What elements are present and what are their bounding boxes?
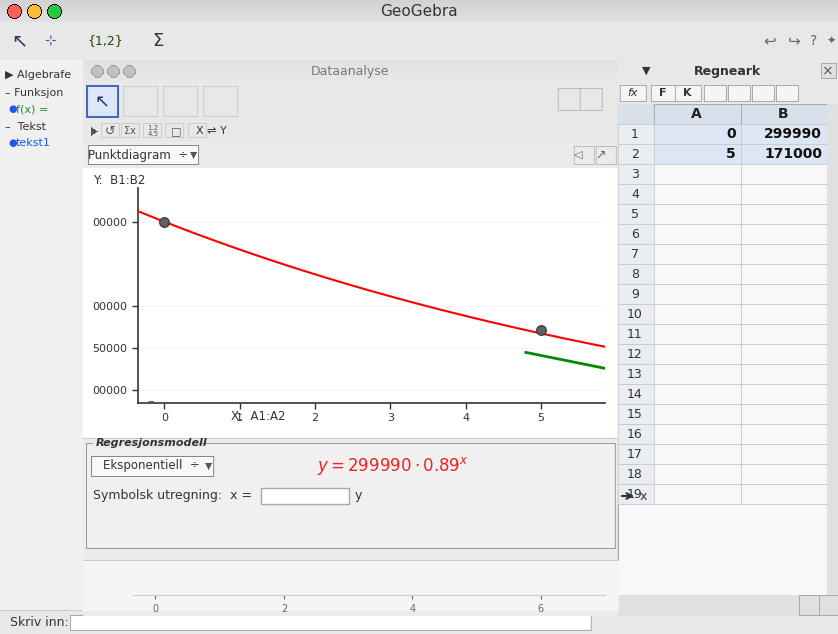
Text: x: x (640, 489, 648, 503)
Text: X:  A1:A2: X: A1:A2 (230, 410, 285, 422)
Text: ▼: ▼ (642, 66, 650, 76)
Text: ◁: ◁ (574, 150, 582, 160)
Text: B: B (778, 107, 789, 121)
Text: tekst1: tekst1 (16, 138, 51, 148)
Text: 12: 12 (627, 347, 643, 361)
Text: Σ: Σ (153, 32, 163, 50)
Text: ↖: ↖ (95, 93, 110, 111)
Text: 1: 1 (631, 127, 639, 141)
Text: ↺: ↺ (105, 124, 116, 138)
Text: 19: 19 (627, 488, 643, 500)
Text: 299990: 299990 (764, 127, 822, 141)
Text: 5: 5 (631, 207, 639, 221)
Text: Σx: Σx (124, 126, 136, 136)
Text: GeoGebra: GeoGebra (380, 4, 458, 20)
Text: ●: ● (8, 104, 17, 114)
Text: ●: ● (8, 138, 17, 148)
Text: Eksponentiell  ÷: Eksponentiell ÷ (102, 460, 199, 472)
Text: 15: 15 (627, 408, 643, 420)
Text: fx: fx (627, 88, 637, 98)
Text: 4: 4 (631, 188, 639, 200)
Text: ×: × (821, 64, 833, 78)
Text: A: A (691, 107, 701, 121)
Text: ↪: ↪ (787, 34, 799, 48)
Text: 3: 3 (631, 167, 639, 181)
Text: 171000: 171000 (764, 147, 822, 161)
Bar (261, 488, 349, 504)
Text: {1,2}: {1,2} (87, 34, 123, 48)
Text: K: K (683, 88, 691, 98)
Text: F: F (660, 88, 667, 98)
Text: 2: 2 (631, 148, 639, 160)
Text: 13: 13 (627, 368, 643, 380)
Text: 1.2
4.5: 1.2 4.5 (147, 124, 158, 138)
Text: ⊹: ⊹ (44, 34, 56, 48)
Text: □: □ (171, 126, 181, 136)
Text: 0: 0 (727, 127, 736, 141)
Text: 10: 10 (627, 307, 643, 321)
Text: 11: 11 (627, 328, 643, 340)
Text: 6: 6 (631, 228, 639, 240)
Text: ▶ Algebrafe: ▶ Algebrafe (5, 70, 71, 80)
Text: –  Tekst: – Tekst (5, 122, 46, 132)
Text: Regneark: Regneark (693, 65, 761, 77)
Text: – Funksjon: – Funksjon (5, 88, 64, 98)
Text: ✦: ✦ (826, 36, 835, 46)
Text: $y = 299990 \cdot 0.89^x$: $y = 299990 \cdot 0.89^x$ (318, 455, 468, 477)
Text: –: – (147, 395, 154, 408)
Text: y: y (355, 489, 362, 503)
Text: ↗: ↗ (595, 148, 605, 162)
Text: 5: 5 (727, 147, 736, 161)
Text: f(x) =: f(x) = (16, 104, 49, 114)
Text: ↖: ↖ (11, 32, 27, 51)
Text: 14: 14 (627, 387, 643, 401)
Text: Skriv inn:: Skriv inn: (10, 616, 69, 628)
Text: ↩: ↩ (763, 34, 776, 48)
Text: Symbolsk utregning:  x =: Symbolsk utregning: x = (93, 489, 252, 503)
Text: 9: 9 (631, 287, 639, 301)
Text: Regresjonsmodell: Regresjonsmodell (96, 438, 208, 448)
Text: Punktdiagram  ÷: Punktdiagram ÷ (88, 148, 188, 162)
Text: X ⇌ Y: X ⇌ Y (195, 126, 226, 136)
Text: 8: 8 (631, 268, 639, 280)
Text: Dataanalyse: Dataanalyse (311, 65, 389, 77)
Text: 16: 16 (627, 427, 643, 441)
Text: ?: ? (810, 34, 818, 48)
Text: Y:  B1:B2: Y: B1:B2 (93, 174, 145, 186)
Text: 17: 17 (627, 448, 643, 460)
Text: 7: 7 (631, 247, 639, 261)
Text: 18: 18 (627, 467, 643, 481)
